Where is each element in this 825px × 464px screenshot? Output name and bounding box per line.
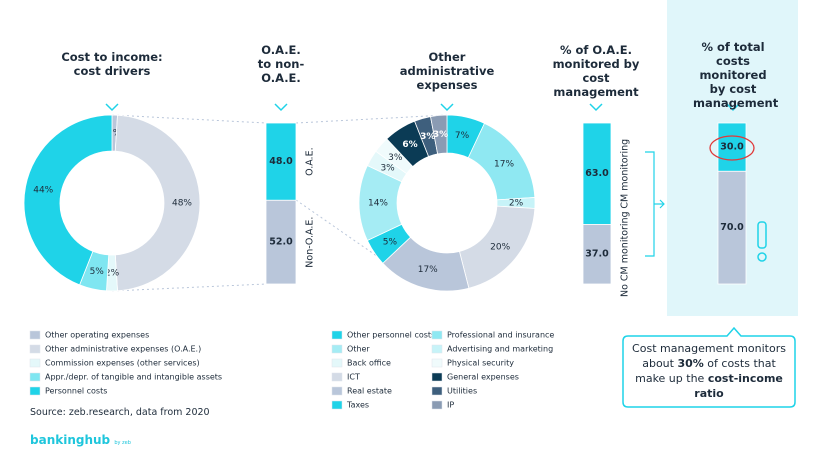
legend-label: Advertising and marketing: [447, 345, 553, 354]
bar-segment: [717, 170, 747, 285]
source-note: Source: zeb.research, data from 2020: [30, 407, 210, 418]
brand-logo: bankinghub by zeb: [30, 433, 131, 447]
data-label: 2%: [105, 269, 120, 279]
bar-segment: [265, 199, 297, 285]
callout-part: of costs that make up the: [635, 357, 776, 385]
data-label: 44%: [33, 185, 53, 195]
data-label: 20%: [490, 242, 510, 252]
chart-title: O.A.E. to non-O.A.E.: [257, 43, 305, 85]
bar-segment: [717, 122, 747, 172]
exclamation-icon: [757, 221, 767, 262]
data-label: 2%: [509, 199, 524, 209]
legend-label: Other personnel costs: [347, 331, 435, 340]
callout-emphasis: cost-income ratio: [694, 372, 783, 400]
legend-label: Back office: [347, 359, 391, 368]
data-label: 48.0: [269, 156, 293, 167]
data-label: 3%: [380, 163, 395, 173]
chevrons: [105, 103, 740, 112]
donut-segment: [23, 114, 113, 286]
legend-swatch: [431, 344, 443, 354]
legend-label: Professional and insurance: [447, 331, 554, 340]
data-label: 63.0: [585, 168, 609, 179]
data-label: 52.0: [269, 237, 293, 248]
data-label: 1%: [107, 129, 122, 139]
bracket-arrow: [645, 151, 665, 257]
legend-swatch: [29, 358, 41, 368]
legend-swatch: [331, 372, 343, 382]
legend-label: Real estate: [347, 387, 392, 396]
data-label: 37.0: [585, 249, 609, 260]
series-label: Non-O.A.E.: [305, 217, 316, 268]
data-label: 5%: [383, 237, 398, 247]
legend-swatch: [331, 400, 343, 410]
chart-title: Other administrative expenses: [399, 50, 495, 92]
bar-segment: [265, 122, 297, 201]
legend-swatch: [29, 372, 41, 382]
chart-title: % of total costs monitored by cost manag…: [693, 40, 779, 110]
legend-label: Other operating expenses: [45, 331, 149, 340]
legend-swatch: [29, 330, 41, 340]
donut-segment: [114, 114, 201, 292]
legend-label: Other: [347, 345, 370, 354]
legend-label: Commission expenses (other services): [45, 359, 200, 368]
data-label: 70.0: [720, 222, 744, 233]
legend-label: Taxes: [346, 401, 369, 410]
series-label: No CM monitoring: [620, 211, 631, 297]
chart-title: % of O.A.E. monitored by cost management: [552, 43, 640, 99]
series-label: O.A.E.: [305, 147, 316, 176]
legend-swatch: [431, 400, 443, 410]
series-label: CM monitoring: [620, 139, 631, 209]
data-label: 17%: [418, 265, 438, 275]
legend-swatch: [331, 386, 343, 396]
legend-label: IP: [447, 401, 454, 410]
legend-swatch: [331, 330, 343, 340]
data-label: 3%: [388, 153, 403, 163]
data-label: 3%: [420, 132, 435, 142]
data-label: 30.0: [720, 142, 744, 153]
legend-swatch: [29, 344, 41, 354]
brand-name: bankinghub: [30, 433, 111, 447]
legend-swatch: [431, 386, 443, 396]
data-label: 3%: [433, 130, 448, 140]
legend-label: Physical security: [447, 359, 514, 368]
legend-label: General expenses: [447, 373, 519, 382]
bar-segment: [582, 224, 612, 285]
legend-label: Appr./depr. of tangible and intangible a…: [45, 373, 222, 382]
legend-swatch: [331, 358, 343, 368]
chart-title: Cost to income: cost drivers: [61, 50, 163, 78]
callout-text: Cost management monitors about 30% of co…: [626, 341, 792, 401]
highlight-circle: [709, 135, 755, 161]
legend-swatch: [431, 330, 443, 340]
legend-swatch: [29, 386, 41, 396]
bar-segment: [582, 122, 612, 225]
donut-segment: [430, 114, 448, 155]
callout-box: [622, 326, 796, 408]
callout-emphasis: 30%: [677, 357, 704, 370]
data-label: 5%: [90, 267, 105, 277]
legend-swatch: [431, 372, 443, 382]
data-label: 17%: [494, 160, 514, 170]
legend-swatch: [331, 344, 343, 354]
data-label: 48%: [172, 199, 192, 209]
callout-part: Cost management monitors about: [632, 342, 786, 370]
legend-label: Other administrative expenses (O.A.E.): [45, 345, 201, 354]
legend-label: Personnel costs: [45, 387, 107, 396]
legend-label: Utilities: [447, 387, 477, 396]
data-label: 14%: [368, 199, 388, 209]
data-label: 6%: [402, 140, 417, 150]
brand-by: by zeb: [114, 440, 131, 446]
legend-swatch: [431, 358, 443, 368]
legend-label: ICT: [347, 373, 360, 382]
data-label: 7%: [455, 131, 470, 141]
